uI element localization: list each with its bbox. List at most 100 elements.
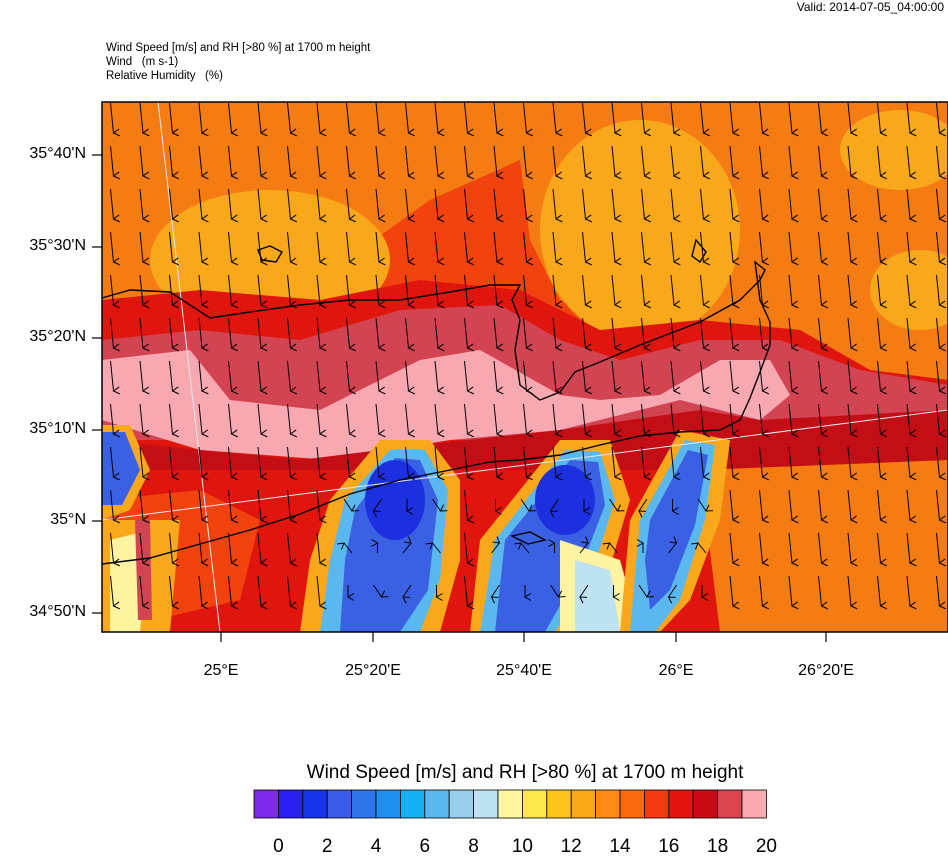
- wind-arrow: [582, 188, 593, 223]
- wind-arrow: [169, 231, 180, 266]
- wind-arrow: [425, 542, 441, 554]
- wind-arrow: [257, 145, 268, 180]
- wind-arrow: [729, 317, 740, 352]
- wind-arrow: [936, 489, 947, 524]
- lon-label-26: 26°E: [658, 662, 694, 679]
- wind-arrow: [493, 145, 504, 180]
- wind-arrow: [316, 532, 327, 567]
- lat-label-35: 35°N: [50, 511, 86, 528]
- wind-arrow: [877, 403, 888, 438]
- wind-arrow: [818, 360, 829, 395]
- wind-arrow: [491, 536, 501, 554]
- wind-arrow: [818, 274, 829, 309]
- wind-arrow: [641, 145, 652, 180]
- wind-arrow: [818, 489, 829, 524]
- wind-arrow: [110, 575, 121, 610]
- wind-arrow: [257, 317, 268, 352]
- wind-arrow: [228, 274, 239, 309]
- wind-arrow: [906, 403, 917, 438]
- lat-label-35-30: 35°30'N: [29, 237, 86, 254]
- wind-arrow: [936, 317, 947, 352]
- wind-arrow: [877, 489, 888, 524]
- wind-arrow: [520, 498, 536, 512]
- wind-arrow: [641, 274, 652, 309]
- wind-arrow: [759, 231, 770, 266]
- wind-arrow: [110, 317, 121, 352]
- legend-swatch: [546, 789, 572, 819]
- wind-arrow: [493, 360, 504, 395]
- wind-arrow: [729, 403, 740, 438]
- wind-arrow: [818, 102, 829, 137]
- wind-arrow: [729, 188, 740, 223]
- wind-arrow: [198, 102, 209, 137]
- wind-arrow: [228, 575, 239, 610]
- wind-arrow: [493, 446, 504, 481]
- wind-arrow: [523, 360, 534, 395]
- legend-tick-label: 20: [755, 836, 777, 857]
- wind-arrow: [847, 145, 858, 180]
- legend-swatch: [717, 789, 743, 819]
- wind-arrow: [169, 489, 180, 524]
- wind-arrow: [434, 102, 445, 137]
- wind-arrow: [493, 317, 504, 352]
- wind-arrow: [602, 542, 618, 554]
- wind-vectors: [110, 102, 947, 610]
- wind-arrow: [402, 584, 412, 604]
- legend-swatch: [741, 789, 767, 819]
- wind-arrow: [287, 274, 298, 309]
- wind-arrow: [228, 145, 239, 180]
- wind-arrow: [847, 532, 858, 567]
- wind-arrow: [611, 274, 622, 309]
- wind-arrow: [464, 188, 475, 223]
- wind-arrow: [464, 489, 475, 524]
- legend-swatch: [692, 789, 719, 819]
- wind-arrow: [375, 446, 386, 481]
- wind-arrow: [847, 360, 858, 395]
- wind-arrow: [316, 188, 327, 223]
- wind-arrow: [169, 274, 180, 309]
- wind-arrow: [257, 532, 268, 567]
- wind-arrow: [434, 231, 445, 266]
- wind-arrow: [667, 584, 677, 604]
- wind-arrow: [139, 188, 150, 223]
- wind-arrow: [257, 102, 268, 137]
- wind-arrow: [729, 575, 740, 610]
- legend-swatch: [424, 789, 450, 819]
- legend-tick-label: 10: [511, 836, 533, 857]
- wind-arrow: [641, 188, 652, 223]
- wind-arrow: [818, 317, 829, 352]
- wind-arrow: [287, 188, 298, 223]
- wind-arrow: [582, 360, 593, 395]
- wind-arrow: [405, 360, 416, 395]
- wind-arrow: [257, 489, 268, 524]
- wind-arrow: [936, 403, 947, 438]
- wind-arrow: [343, 498, 359, 512]
- wind-arrow: [611, 403, 622, 438]
- wind-arrow: [110, 532, 121, 567]
- wind-arrow: [228, 188, 239, 223]
- wind-arrow: [729, 102, 740, 137]
- wind-arrow: [228, 532, 239, 567]
- lon-label-26-20: 26°20'E: [798, 662, 854, 679]
- wind-arrow: [434, 188, 445, 223]
- wind-arrow: [877, 102, 888, 137]
- axis-ticks: [92, 154, 827, 642]
- legend-swatch: [277, 789, 304, 819]
- wind-arrow: [287, 360, 298, 395]
- wind-arrow: [375, 231, 386, 266]
- wind-arrow: [641, 231, 652, 266]
- wind-arrow: [847, 317, 858, 352]
- wind-arrow: [729, 360, 740, 395]
- wind-arrow: [169, 317, 180, 352]
- wind-arrow: [670, 360, 681, 395]
- wind-arrow: [198, 274, 209, 309]
- wind-arrow: [169, 145, 180, 180]
- wind-arrow: [788, 403, 799, 438]
- wind-arrow: [198, 360, 209, 395]
- wind-arrow: [493, 231, 504, 266]
- wind-arrow: [936, 188, 947, 223]
- wind-arrow: [759, 446, 770, 481]
- wind-arrow: [375, 102, 386, 137]
- wind-arrow: [729, 145, 740, 180]
- wind-arrow: [464, 317, 475, 352]
